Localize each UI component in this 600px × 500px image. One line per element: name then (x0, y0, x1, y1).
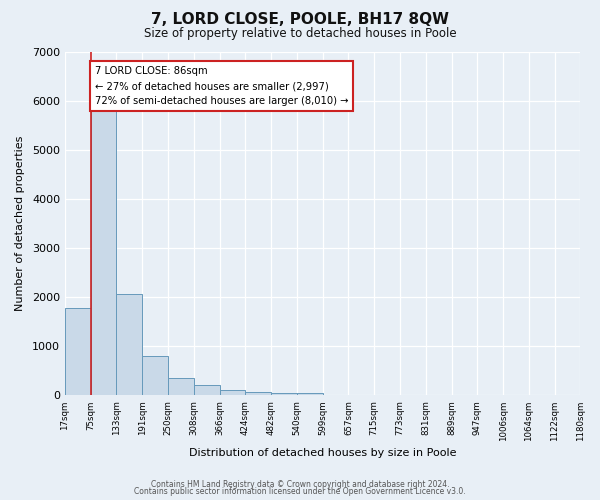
Bar (168, 378, 194, 396)
X-axis label: Distribution of detached houses by size in Poole: Distribution of detached houses by size … (189, 448, 457, 458)
Bar (142, 356, 168, 396)
Text: 7 LORD CLOSE: 86sqm
← 27% of detached houses are smaller (2,997)
72% of semi-det: 7 LORD CLOSE: 86sqm ← 27% of detached ho… (95, 66, 348, 106)
Text: Contains HM Land Registry data © Crown copyright and database right 2024.: Contains HM Land Registry data © Crown c… (151, 480, 449, 489)
Bar (245, 392, 271, 396)
Bar (220, 390, 245, 396)
Bar (65, 308, 91, 396)
Bar (297, 393, 323, 396)
Bar (91, 112, 116, 396)
Y-axis label: Number of detached properties: Number of detached properties (15, 136, 25, 311)
Text: Contains public sector information licensed under the Open Government Licence v3: Contains public sector information licen… (134, 487, 466, 496)
Bar (194, 384, 220, 396)
Text: Size of property relative to detached houses in Poole: Size of property relative to detached ho… (143, 28, 457, 40)
Text: 7, LORD CLOSE, POOLE, BH17 8QW: 7, LORD CLOSE, POOLE, BH17 8QW (151, 12, 449, 28)
Bar (271, 393, 297, 396)
Bar (116, 294, 142, 396)
